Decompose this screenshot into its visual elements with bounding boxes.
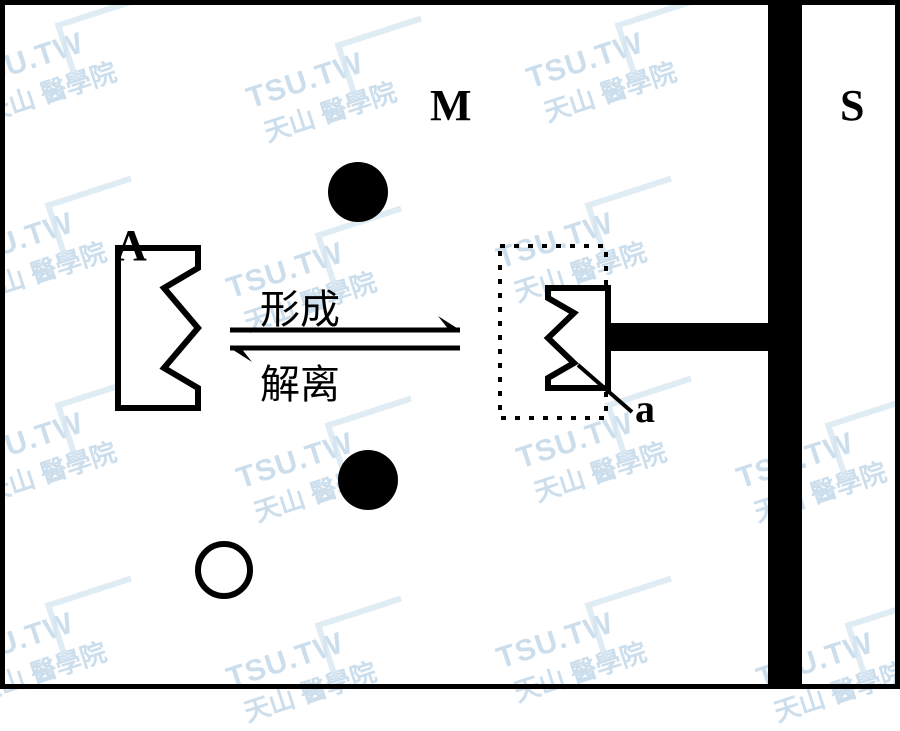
label-s: S bbox=[840, 80, 864, 131]
label-m: M bbox=[430, 80, 472, 131]
black-circle-top bbox=[328, 162, 388, 222]
black-circle-mid bbox=[338, 450, 398, 510]
ligand-a-shape bbox=[548, 288, 608, 388]
receptor-a-shape bbox=[118, 248, 198, 408]
arrow-label-top: 形成 bbox=[260, 277, 340, 335]
connector-bar bbox=[600, 323, 770, 351]
bar-s bbox=[768, 0, 802, 689]
label-a-upper: A bbox=[115, 220, 147, 271]
arrow-label-bottom: 解离 bbox=[260, 352, 340, 410]
open-circle bbox=[198, 544, 250, 596]
label-a-lower: a bbox=[635, 385, 655, 432]
